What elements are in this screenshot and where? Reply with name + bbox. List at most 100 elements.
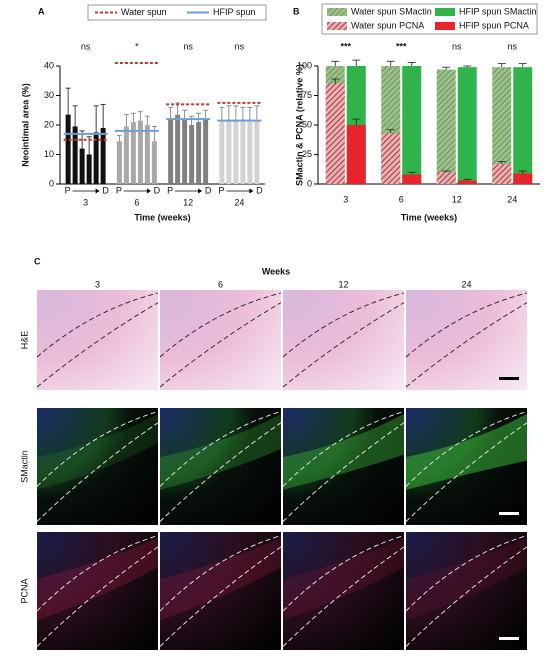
bar — [168, 119, 174, 184]
bar — [254, 120, 260, 184]
micrograph — [283, 532, 404, 650]
arrow-head — [198, 188, 203, 194]
smactin-signal — [406, 413, 527, 490]
lumen-boundary — [282, 302, 405, 388]
bar — [381, 133, 401, 184]
position-label: D — [205, 185, 212, 195]
smactin-signal — [283, 413, 404, 490]
scale-bar — [499, 512, 519, 515]
micrograph — [283, 408, 404, 525]
bar — [513, 173, 533, 184]
bar — [65, 114, 71, 184]
significance: *** — [396, 41, 407, 51]
significance: ns — [183, 41, 193, 51]
bar — [492, 163, 512, 184]
y-tick-label: 0 — [307, 178, 312, 188]
position-label: P — [65, 185, 71, 195]
bar — [325, 83, 345, 184]
bar — [189, 125, 195, 184]
bar — [240, 122, 246, 184]
column-label: 6 — [218, 279, 223, 289]
lumen-boundary — [405, 292, 528, 358]
arrow-head — [95, 188, 100, 194]
micrograph — [37, 408, 158, 525]
bar — [130, 122, 136, 184]
micrograph — [160, 290, 281, 390]
legend-label: Water spun PCNA — [351, 20, 424, 30]
lumen-boundary — [36, 411, 159, 487]
micrograph — [283, 290, 404, 390]
x-tick-label: 12 — [183, 197, 193, 207]
bar — [196, 122, 202, 184]
position-label: D — [102, 185, 109, 195]
lumen-boundary — [405, 302, 528, 388]
panel-label: C — [34, 256, 41, 266]
y-tick-label: 0 — [49, 178, 54, 188]
x-tick-label: 6 — [134, 197, 139, 207]
legend-label: Water spun SMactin — [351, 6, 432, 16]
bar — [226, 120, 232, 184]
y-tick-label: 75 — [302, 90, 312, 100]
column-label: 24 — [461, 279, 471, 289]
lumen-boundary — [36, 422, 159, 522]
micrograph — [160, 408, 281, 525]
lumen-boundary — [405, 535, 528, 612]
x-tick-label: 3 — [83, 197, 88, 207]
legend-swatch — [435, 8, 455, 16]
bar — [233, 120, 239, 184]
lumen-boundary — [282, 292, 405, 358]
significance: * — [135, 41, 139, 51]
bar — [402, 66, 422, 184]
x-tick-label: 12 — [452, 194, 462, 204]
x-axis-title: Time (weeks) — [401, 212, 457, 222]
bar — [513, 67, 533, 184]
y-tick-label: 40 — [44, 60, 54, 70]
arrow-head — [146, 188, 151, 194]
lumen-boundary — [36, 546, 159, 647]
position-label: D — [154, 185, 161, 195]
lumen-boundary — [282, 546, 405, 647]
bar — [72, 126, 78, 184]
bar — [219, 122, 225, 184]
micrograph — [37, 290, 158, 390]
y-tick-label: 50 — [302, 119, 312, 129]
x-tick-label: 6 — [399, 194, 404, 204]
bar — [144, 125, 150, 184]
bar — [457, 180, 477, 184]
lumen-boundary — [282, 535, 405, 612]
smactin-signal — [160, 413, 281, 490]
significance: *** — [340, 41, 351, 51]
significance: ns — [81, 41, 91, 51]
panel-label: B — [293, 6, 300, 16]
legend-label: HFIP spun SMactin — [459, 6, 536, 16]
significance: ns — [235, 41, 245, 51]
pcna-signal — [37, 537, 158, 621]
bar — [123, 126, 129, 184]
pcna-signal — [283, 537, 404, 621]
scale-bar — [499, 637, 519, 640]
micrograph — [37, 532, 158, 650]
bar — [402, 174, 422, 184]
legend-swatch — [327, 22, 347, 30]
bar — [93, 132, 99, 184]
legend-box — [87, 4, 267, 21]
y-tick-label: 100 — [297, 60, 312, 70]
row-label: H&E — [19, 331, 29, 350]
lumen-boundary — [405, 422, 528, 522]
lumen-boundary — [159, 302, 282, 388]
x-axis-title: Time (weeks) — [134, 212, 190, 222]
y-tick-label: 10 — [44, 149, 54, 159]
bar — [457, 67, 477, 184]
pcna-signal — [406, 537, 527, 621]
significance: ns — [507, 41, 517, 51]
smactin-signal — [37, 413, 158, 490]
bar — [436, 69, 456, 184]
legend-label: HFIP spun PCNA — [459, 20, 529, 30]
bar — [436, 172, 456, 184]
bar — [203, 119, 209, 184]
position-label: P — [116, 185, 122, 195]
scale-bar — [499, 377, 519, 380]
legend-label: Water spun — [121, 7, 167, 17]
lumen-boundary — [282, 422, 405, 522]
